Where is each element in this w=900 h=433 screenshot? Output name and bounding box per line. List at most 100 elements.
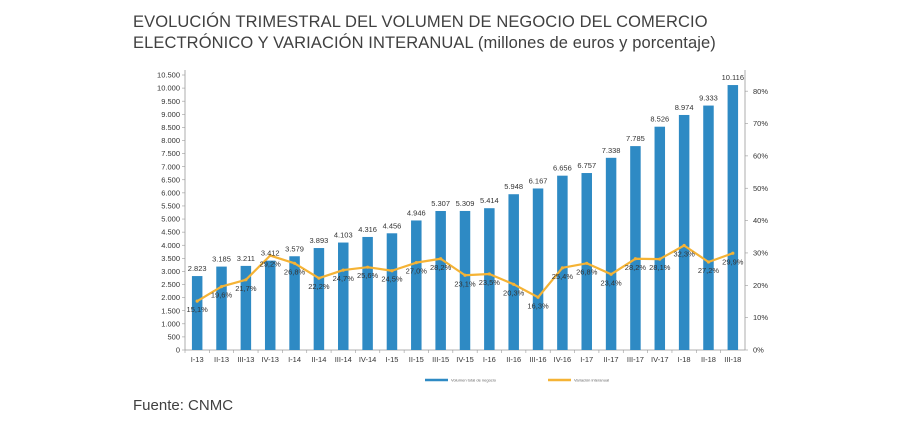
bar	[289, 256, 300, 350]
bar-value-label: 4.456	[383, 221, 402, 230]
line-value-label: 29,9%	[722, 257, 744, 266]
bar-value-label: 3.185	[212, 255, 231, 264]
y-left-tick-label: 500	[167, 333, 180, 342]
line-point	[439, 257, 443, 261]
y-left-tick-label: 9.500	[161, 97, 180, 106]
line-point	[317, 276, 321, 280]
y-left-tick-label: 5.500	[161, 202, 180, 211]
y-left-tick-label: 4.500	[161, 228, 180, 237]
line-point	[609, 272, 613, 276]
line-value-label: 23,1%	[454, 279, 476, 288]
source-note: Fuente: CNMC	[133, 397, 234, 414]
x-tick-label: IV-17	[651, 355, 669, 364]
bar-value-label: 5.309	[456, 199, 475, 208]
bar	[508, 194, 519, 350]
x-tick-label: I-13	[191, 355, 204, 364]
bar-value-label: 9.333	[699, 94, 718, 103]
line-point	[706, 260, 711, 264]
line-point	[219, 284, 224, 289]
y-left-tick-label: 4.000	[161, 241, 180, 250]
y-right-tick-label: 40%	[753, 216, 768, 225]
line-point	[512, 282, 516, 286]
line-value-label: 29,2%	[260, 260, 282, 269]
bar	[411, 220, 422, 350]
chart-title-line-1: EVOLUCIÓN TRIMESTRAL DEL VOLUMEN DE NEGO…	[133, 13, 708, 31]
x-tick-label: IV-14	[359, 355, 377, 364]
bar-value-label: 8.526	[650, 115, 669, 124]
y-left-tick-label: 2.500	[161, 280, 180, 289]
line-value-label: 15,1%	[187, 305, 209, 314]
bar	[264, 260, 276, 350]
line-point	[731, 251, 735, 255]
y-left-tick-label: 7.000	[161, 162, 180, 171]
line-value-label: 28,2%	[625, 263, 647, 272]
bar	[362, 236, 373, 350]
bar-value-label: 3.412	[261, 249, 280, 258]
bar-value-label: 6.757	[577, 161, 596, 170]
bar-value-label: 6.167	[529, 176, 548, 185]
line-point	[414, 261, 418, 265]
bar-value-label: 5.948	[504, 182, 523, 191]
line-value-label: 26,8%	[284, 267, 306, 276]
legend-label-line: Variación interanual	[574, 378, 609, 383]
x-tick-label: III-17	[627, 355, 644, 364]
line-value-label: 19,6%	[211, 291, 233, 300]
line-point	[487, 272, 491, 276]
line-point	[463, 273, 467, 277]
x-tick-label: III-13	[237, 355, 254, 364]
bar	[484, 208, 495, 350]
line-point	[292, 261, 297, 265]
bar-value-label: 5.414	[480, 196, 499, 205]
bar	[240, 265, 252, 350]
x-tick-label: IV-16	[554, 355, 572, 364]
bar	[435, 211, 446, 350]
bar	[338, 242, 349, 350]
line-value-label: 20,3%	[503, 288, 525, 297]
bar-value-label: 7.785	[626, 134, 645, 143]
y-right-tick-label: 70%	[753, 119, 768, 128]
y-left-tick-label: 1.500	[161, 306, 180, 315]
y-left-tick-label: 7.500	[161, 149, 180, 158]
bar-value-label: 4.103	[334, 231, 353, 240]
bar-value-label: 5.307	[431, 199, 450, 208]
y-right-tick-label: 20%	[753, 281, 768, 290]
x-tick-label: I-14	[288, 355, 301, 364]
y-left-tick-label: 6.000	[161, 188, 180, 197]
y-left-tick-label: 10.000	[157, 84, 180, 93]
bar-value-label: 4.316	[358, 225, 377, 234]
bar-value-label: 2.823	[188, 264, 207, 273]
x-tick-label: IV-15	[456, 355, 474, 364]
y-left-tick-label: 8.000	[161, 136, 180, 145]
bar	[605, 157, 617, 350]
x-tick-label: II-13	[214, 355, 229, 364]
line-point	[633, 257, 638, 261]
bar	[557, 175, 568, 350]
bar-value-label: 6.656	[553, 164, 572, 173]
line-value-label: 27,0%	[406, 267, 428, 276]
bar	[727, 85, 739, 351]
bar-value-label: 4.946	[407, 208, 426, 217]
line-value-label: 26,8%	[576, 267, 598, 276]
bar	[630, 146, 641, 350]
bar	[216, 266, 227, 350]
x-tick-label: III-16	[529, 355, 546, 364]
line-point	[658, 257, 662, 261]
y-left-tick-label: 1.000	[161, 319, 180, 328]
x-tick-label: II-16	[506, 355, 521, 364]
bar	[191, 276, 203, 350]
y-right-tick-label: 30%	[753, 249, 768, 258]
bar-value-label: 8.974	[675, 103, 694, 112]
bar	[703, 105, 714, 350]
x-tick-label: I-15	[385, 355, 398, 364]
line-point	[585, 261, 589, 265]
line-point	[536, 295, 540, 299]
x-tick-label: IV-13	[261, 355, 279, 364]
bar	[678, 114, 690, 350]
x-tick-label: II-18	[701, 355, 716, 364]
line-value-label: 22,2%	[308, 282, 330, 291]
y-left-tick-label: 9.000	[161, 110, 180, 119]
line-value-label: 32,3%	[673, 250, 695, 259]
x-tick-label: II-14	[311, 355, 326, 364]
line-point	[560, 266, 564, 270]
